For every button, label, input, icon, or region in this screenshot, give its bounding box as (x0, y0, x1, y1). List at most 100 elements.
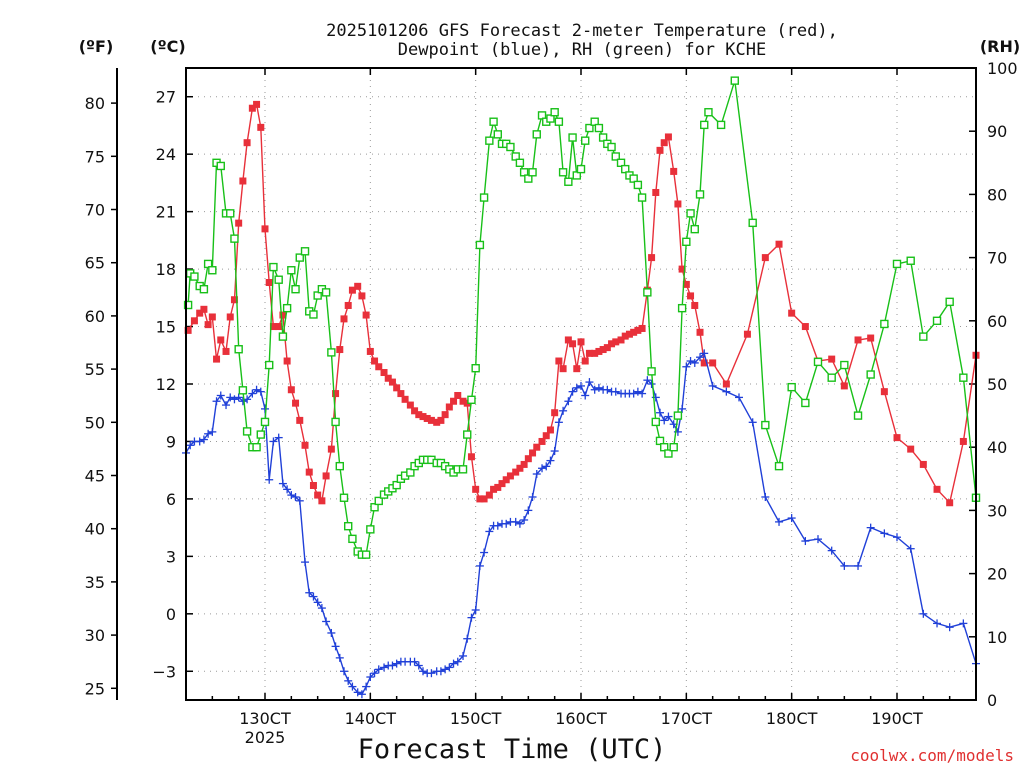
dewpoint-point (840, 561, 849, 570)
rh-point (546, 114, 555, 123)
dewpoint-point (633, 387, 642, 396)
rh-tick-label: 30 (987, 501, 1007, 520)
temperature-point (696, 328, 704, 336)
dewpoint-point (427, 669, 436, 678)
dewpoint-point (647, 380, 656, 388)
temperature-point (393, 384, 401, 392)
rh-point (524, 174, 533, 183)
dewpoint-series (182, 349, 980, 699)
temperature-point (490, 485, 498, 493)
temperature-point (854, 336, 862, 344)
dewpoint-point (664, 412, 673, 421)
temperature-point (573, 365, 581, 373)
temperature-point (296, 416, 304, 424)
rh-point (607, 142, 616, 152)
dewpoint-point (532, 470, 541, 479)
rh-point (677, 303, 687, 313)
fahrenheit-tick-label: 65 (85, 254, 105, 273)
rh-point (700, 120, 709, 130)
dewpoint-point (374, 665, 383, 674)
rh-point (537, 111, 547, 120)
time-tick-label: 150CT (450, 709, 502, 728)
temperature-point (445, 403, 453, 411)
temperature-point (551, 409, 559, 417)
dewpoint-point (722, 387, 731, 396)
dewpoint-point (660, 416, 669, 425)
celsius-tick-label: 15 (156, 318, 176, 337)
temperature-point (265, 278, 273, 286)
temperature-point (840, 382, 848, 390)
dewpoint-point (222, 401, 231, 410)
rh-point (489, 117, 498, 126)
celsius-tick-label: 21 (156, 203, 176, 222)
dewpoint-point (629, 389, 638, 398)
dewpoint-point (327, 628, 336, 637)
dewpoint-point (317, 604, 326, 613)
celsius-tick-label: 12 (156, 375, 176, 394)
rh-point (590, 117, 599, 126)
temperature-point (585, 349, 593, 357)
temperature-point (828, 355, 836, 363)
temperature-point (656, 146, 664, 154)
rh-point (572, 171, 581, 180)
celsius-tick-label: 6 (166, 490, 176, 509)
dewpoint-point (388, 661, 397, 670)
dewpoint-point (357, 690, 366, 699)
dewpoint-point (866, 523, 875, 532)
temperature-point (933, 485, 941, 493)
rh-point (190, 272, 199, 281)
rh-point (366, 525, 375, 534)
temperature-point (222, 347, 230, 355)
rh-point (761, 420, 770, 430)
temperature-point (423, 414, 431, 422)
temperature-point (480, 495, 488, 503)
temperature-point (691, 301, 699, 309)
rh-line (187, 80, 977, 556)
dewpoint-point (959, 619, 968, 628)
dewpoint-point (252, 385, 261, 394)
temperature-point (348, 286, 356, 294)
temperature-point (664, 133, 672, 141)
rh-point (906, 256, 915, 265)
rh-point (309, 310, 318, 319)
fahrenheit-tick-label: 35 (85, 573, 105, 592)
rh-point (554, 117, 564, 126)
rh-point (238, 386, 248, 395)
rh-point (282, 303, 292, 313)
rh-point (348, 534, 357, 544)
dewpoint-point (480, 548, 489, 557)
rh-point (633, 180, 643, 190)
dewpoint-point (449, 659, 458, 668)
temperature-point (419, 413, 427, 421)
dewpoint-point (690, 358, 699, 367)
temperature-point (279, 311, 287, 319)
temperature-point (581, 357, 589, 365)
celsius-tick-label: 24 (156, 145, 176, 164)
dewpoint-point (581, 391, 590, 400)
rh-point (853, 411, 863, 420)
temperature-point (354, 282, 362, 290)
dewpoint-point (370, 669, 379, 678)
temperature-point (204, 321, 212, 329)
rh-point (475, 240, 485, 250)
temperature-point (217, 336, 225, 344)
chart-title-line2: Dewpoint (blue), RH (green) for KCHE (398, 40, 766, 60)
dewpoint-point (441, 665, 450, 674)
temperature-point (506, 472, 514, 480)
dewpoint-point (344, 676, 353, 685)
dewpoint-point (572, 383, 581, 392)
dewpoint-point (814, 535, 822, 544)
rh-point (598, 133, 608, 142)
dewpoint-point (611, 387, 620, 396)
dewpoint-point (564, 397, 573, 406)
rh-point (813, 357, 823, 367)
rh-point (787, 382, 796, 392)
dewpoint-point (528, 492, 537, 501)
dewpoint-point (538, 464, 547, 473)
rh-point (467, 395, 476, 404)
rh-point (611, 152, 620, 161)
temperature-point (427, 416, 435, 424)
dewpoint-point (775, 517, 784, 526)
dewpoint-point (366, 673, 375, 682)
